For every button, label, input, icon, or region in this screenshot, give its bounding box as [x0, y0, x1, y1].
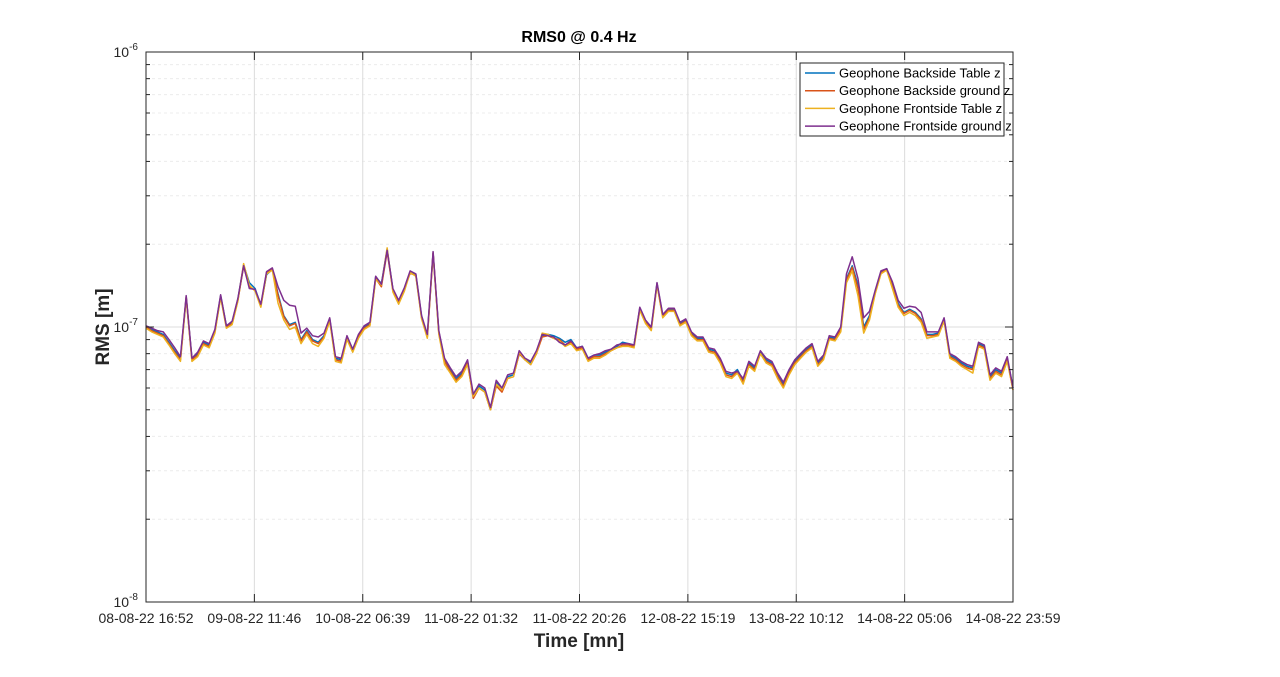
y-tick-exponent: -6 [129, 42, 138, 53]
y-tick-base: 10 [114, 319, 130, 335]
x-tick-label: 14-08-22 23:59 [966, 610, 1061, 626]
legend-entry: Geophone Frontside ground z [839, 119, 1012, 134]
series-line-3 [145, 247, 1014, 411]
legend-box [799, 62, 1005, 137]
x-tick-label: 12-08-22 15:19 [640, 610, 735, 626]
series-line-4 [145, 249, 1014, 409]
y-tick-exponent: -7 [129, 317, 138, 328]
y-axis: 10-810-710-6 [114, 42, 1013, 610]
y-tick-label: 10-7 [114, 317, 139, 335]
x-axis-label: Time [mn] [534, 631, 624, 652]
legend-entry: Geophone Frontside Table z [839, 101, 1002, 116]
x-tick-label: 11-08-22 01:32 [424, 610, 518, 626]
chart-title: RMS0 @ 0.4 Hz [521, 29, 636, 46]
x-tick-label: 14-08-22 05:06 [857, 610, 952, 626]
y-tick-base: 10 [114, 44, 130, 60]
x-tick-label: 08-08-22 16:52 [99, 610, 194, 626]
x-tick-label: 13-08-22 10:12 [749, 610, 844, 626]
y-tick-base: 10 [114, 594, 130, 610]
x-axis: 08-08-22 16:52 09-08-22 11:46 10-08-22 06:… [99, 52, 1061, 626]
x-tick-label: 10-08-22 06:39 [315, 610, 410, 626]
legend-entry: Geophone Backside Table z [839, 66, 1001, 81]
y-tick-exponent: -8 [129, 592, 138, 603]
data-lines [145, 247, 1014, 411]
series-line-2 [145, 250, 1014, 411]
y-tick-label: 10-8 [114, 592, 139, 610]
x-tick-label: 11-08-22 20:26 [533, 610, 627, 626]
legend-entry: Geophone Backside ground z [839, 83, 1010, 98]
y-tick-label: 10-6 [114, 42, 139, 60]
legend: Geophone Backside Table z Geophone Backsi… [799, 62, 1012, 137]
x-tick-label: 09-08-22 11:46 [207, 610, 301, 626]
y-axis-label: RMS [m] [93, 288, 114, 365]
